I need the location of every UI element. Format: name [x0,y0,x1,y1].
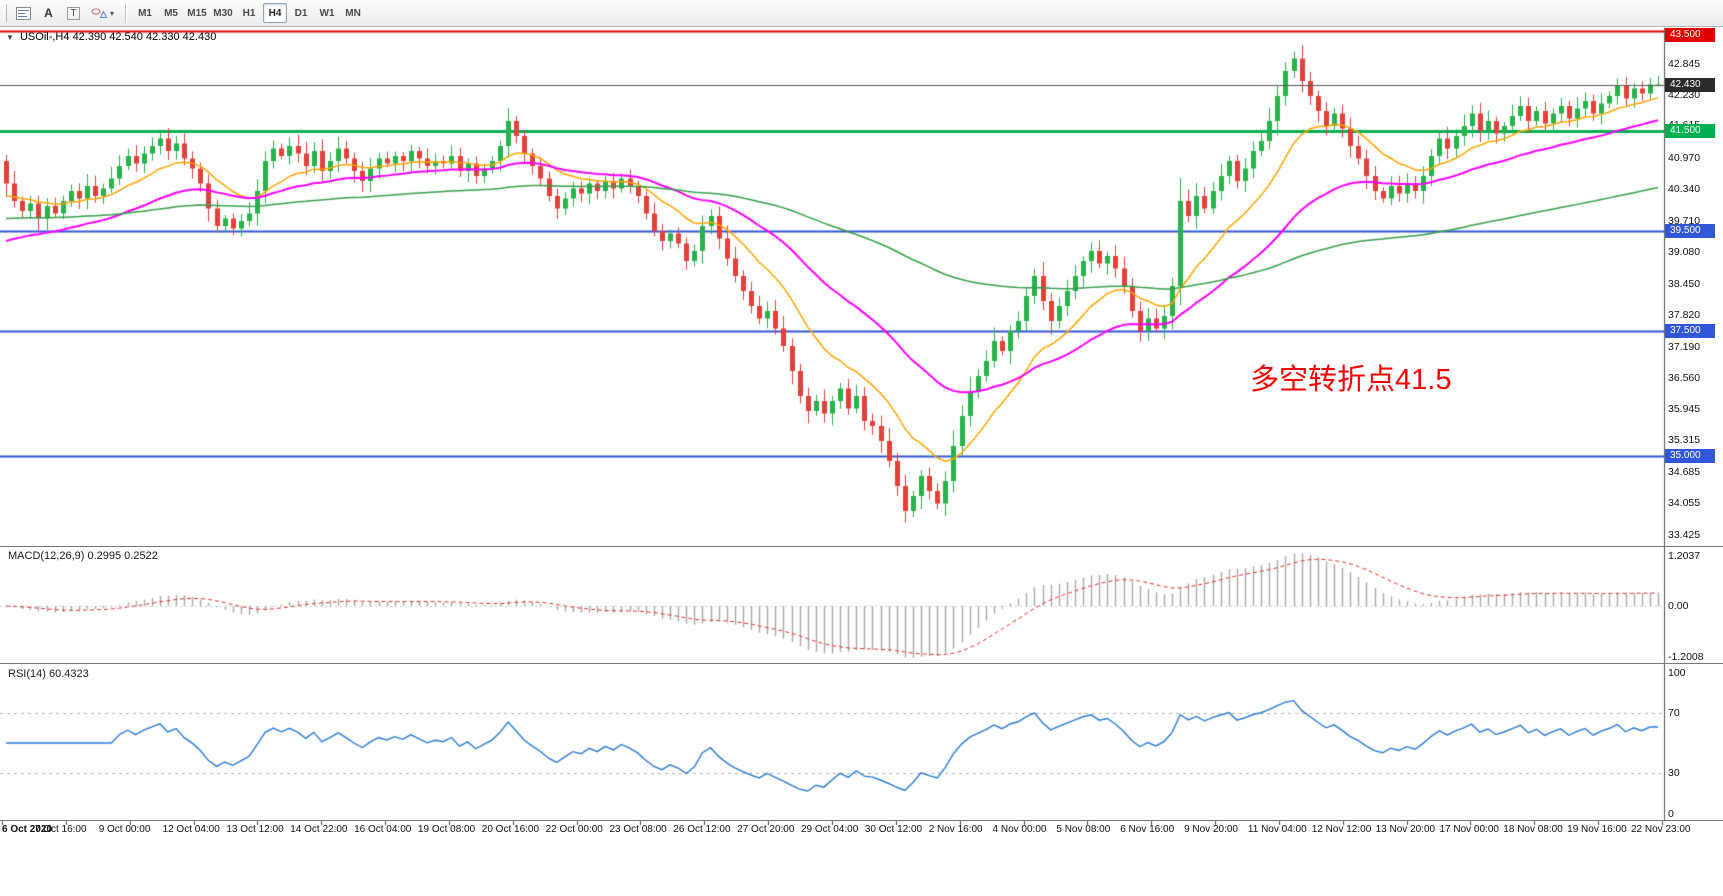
time-axis-label: 12 Nov 12:00 [1311,824,1372,835]
price-scale-label: 35.315 [1668,434,1701,447]
rsi-axis-label: 100 [1668,667,1686,679]
price-scale-label: 42.845 [1668,57,1701,70]
rsi-title: RSI(14) [8,668,46,680]
time-axis-label: 6 Nov 16:00 [1120,824,1175,835]
time-axis-label: 23 Oct 08:00 [609,824,667,835]
list-lines-icon [16,6,31,20]
rsi-value: 60.4323 [48,668,89,680]
price-scale-label: 42.230 [1668,88,1701,101]
macd-axis-label: 0.00 [1668,600,1689,612]
timeframe-mn-button[interactable]: MN [345,7,361,19]
price-scale-label: 34.055 [1668,497,1701,510]
timeframe-m1-button[interactable]: M1 [138,7,152,19]
rsi-axis-label: 70 [1668,707,1680,720]
timeframe-w1-button[interactable]: W1 [319,7,335,19]
toolbar-drag-handle[interactable] [3,4,7,22]
macd-values: 0.2995 0.2522 [87,550,158,562]
time-axis-label: 5 Nov 08:00 [1056,824,1111,835]
text-tool-button[interactable]: T [62,3,85,24]
timeframe-toolbar: M1 M5 M15 M30 H1 H4 D1 W1 MN [132,3,366,23]
time-axis-separator [0,820,1723,821]
time-axis-label: 4 Nov 00:00 [992,824,1047,835]
time-axis-label: 13 Oct 12:00 [226,824,284,835]
price-scale-label: 34.685 [1668,465,1701,478]
timeframe-m15-button[interactable]: M15 [187,7,207,19]
price-scale-label: 39.710 [1668,214,1701,227]
shapes-tool-button[interactable]: ▾ [87,3,118,24]
price-scale-label: 33.425 [1668,528,1701,541]
time-axis-label: 18 Nov 08:00 [1503,824,1563,835]
macd-title: MACD(12,26,9) [8,550,85,562]
main-toolbar: A T ▾ M1 M5 M15 M30 H1 H4 D1 W1 MN [0,0,1723,27]
price-scale-label: 40.970 [1668,151,1701,164]
time-axis-label: 22 Nov 23:00 [1631,824,1691,835]
price-scale-label: 38.450 [1668,277,1701,290]
time-axis-label: 22 Oct 00:00 [545,824,603,835]
hline-price-box: 35.000 [1665,449,1715,463]
price-scale-label: 37.820 [1668,309,1701,321]
price-scale-label: 37.190 [1668,340,1701,353]
time-axis-label: 30 Oct 12:00 [864,824,923,835]
macd-indicator-label: MACD(12,26,9) 0.2995 0.2522 [8,550,158,562]
rsi-axis-label: 0 [1668,808,1674,820]
collapse-arrow-icon[interactable]: ▼ [6,33,14,42]
hline-price-box: 43.500 [1665,28,1715,42]
rsi-axis-label: 30 [1668,766,1680,779]
chart-list-icon[interactable] [12,3,35,24]
time-axis-label: 16 Oct 04:00 [354,824,412,835]
time-axis-label: 12 Oct 04:00 [162,824,220,835]
time-axis-label: 6 Oct 2020 [2,824,53,835]
rsi-indicator-label: RSI(14) 60.4323 [8,668,89,680]
hline-price-box: 41.500 [1665,124,1715,138]
timeframe-m5-button[interactable]: M5 [164,7,178,19]
time-axis-label: 17 Nov 00:00 [1439,824,1499,835]
toolbar-separator [125,3,127,23]
time-axis-label: 26 Oct 12:00 [673,824,731,835]
timeframe-d1-button[interactable]: D1 [294,7,308,19]
time-axis-label: 20 Oct 16:00 [481,824,540,835]
time-axis-label: 14 Oct 22:00 [290,824,348,835]
hline-price-box: 37.500 [1665,324,1715,338]
time-axis-label: 13 Nov 20:00 [1375,824,1436,835]
hline-price-box: 39.500 [1665,224,1715,238]
panel-separator-macd[interactable] [0,546,1723,547]
macd-axis-label: 1.2037 [1668,550,1701,562]
time-axis-label: 7 Oct 16:00 [34,824,87,835]
time-axis-label: 2 Nov 16:00 [928,824,983,835]
arrow-tool-button[interactable]: A [44,6,53,20]
price-scale-label: 36.560 [1668,372,1701,384]
current-price-box: 42.430 [1665,77,1715,92]
symbol-label: USOil-,H4 [19,31,70,43]
time-axis-label: 19 Oct 08:00 [417,824,476,835]
time-axis-label: 11 Nov 04:00 [1247,824,1307,835]
timeframe-h1-button[interactable]: H1 [242,7,256,19]
price-scale-label: 39.080 [1668,246,1701,258]
panel-separator-rsi[interactable] [0,663,1723,664]
time-axis-label: 9 Oct 00:00 [98,824,151,835]
price-scale-label: 40.340 [1668,183,1701,195]
macd-axis-label: -1.2008 [1668,651,1704,663]
chevron-down-icon: ▾ [110,8,115,18]
time-axis-label: 27 Oct 20:00 [737,824,795,835]
price-scale-label: 35.945 [1668,402,1701,415]
time-axis-label: 9 Nov 20:00 [1184,824,1238,835]
shapes-icon [91,8,108,18]
time-axis-label: 19 Nov 16:00 [1567,824,1627,835]
time-axis-label: 29 Oct 04:00 [801,824,859,835]
chart-symbol-ohlc: ▼ USOil-,H4 42.390 42.540 42.330 42.430 [6,31,216,43]
annotation-text: 多空转折点41.5 [1250,364,1452,396]
ohlc-values: 42.390 42.540 42.330 42.430 [72,31,217,43]
timeframe-h4-button[interactable]: H4 [263,3,288,23]
timeframe-m30-button[interactable]: M30 [213,7,233,19]
text-tool-icon: T [67,6,80,20]
